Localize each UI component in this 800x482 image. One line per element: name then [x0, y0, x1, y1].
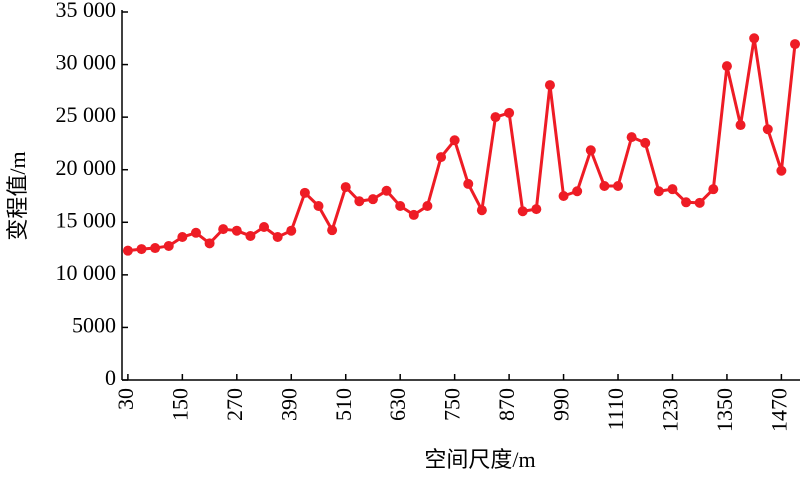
x-tick-label: 390	[276, 388, 301, 421]
data-point	[735, 120, 746, 131]
x-tick-label: 270	[222, 388, 247, 421]
x-tick-label: 630	[385, 388, 410, 421]
data-point	[476, 205, 487, 216]
data-point	[231, 225, 242, 236]
y-tick-label: 20 000	[56, 155, 117, 180]
data-point	[354, 196, 365, 207]
data-point	[572, 186, 583, 197]
x-tick-label: 750	[440, 388, 465, 421]
data-point	[599, 181, 610, 192]
y-tick-label: 30 000	[56, 50, 117, 75]
data-point	[340, 182, 351, 193]
data-point	[667, 184, 678, 195]
data-point	[150, 243, 161, 254]
data-point	[422, 200, 433, 211]
y-tick-label: 10 000	[56, 260, 117, 285]
data-point	[790, 39, 800, 50]
data-line	[127, 36, 797, 253]
data-point	[681, 197, 692, 208]
data-point	[640, 137, 651, 148]
data-point	[653, 186, 664, 197]
x-tick-label: 1350	[712, 388, 737, 432]
x-tick-label: 870	[494, 388, 519, 421]
y-tick-label: 5000	[72, 312, 116, 337]
data-point	[272, 232, 283, 243]
data-point	[177, 232, 188, 243]
data-point	[721, 61, 732, 72]
data-point	[463, 178, 474, 189]
data-point	[613, 181, 624, 192]
x-tick-label: 510	[331, 388, 356, 421]
data-point	[762, 124, 773, 135]
data-point	[408, 209, 419, 220]
data-point	[749, 33, 760, 44]
data-point	[558, 191, 569, 201]
x-tick-label: 1470	[766, 388, 791, 432]
data-point	[245, 230, 256, 241]
y-tick-label: 35 000	[56, 0, 117, 22]
x-tick-label: 1110	[603, 388, 628, 430]
x-tick-label: 30	[113, 388, 138, 410]
data-point	[327, 225, 338, 236]
data-point	[544, 80, 555, 91]
x-axis-label: 空间尺度/m	[424, 447, 535, 472]
data-point	[381, 185, 392, 196]
data-point	[504, 107, 515, 118]
data-point	[776, 165, 787, 176]
data-point	[136, 244, 147, 255]
data-point	[190, 227, 201, 238]
y-tick-label: 25 000	[56, 102, 117, 127]
data-point	[531, 204, 542, 215]
data-point	[286, 225, 297, 236]
data-point	[694, 197, 705, 208]
data-point	[395, 200, 406, 211]
y-axis-label: 变程值/m	[5, 151, 30, 240]
data-point	[367, 194, 378, 205]
y-tick-label: 15 000	[56, 207, 117, 232]
y-tick-label: 0	[105, 365, 116, 390]
data-point	[436, 152, 447, 163]
data-point	[517, 206, 528, 217]
data-point	[122, 245, 133, 256]
data-point	[163, 240, 174, 251]
data-point	[259, 222, 270, 233]
data-point	[218, 224, 229, 235]
data-point	[708, 184, 719, 195]
data-point	[313, 200, 324, 211]
x-tick-label: 990	[549, 388, 574, 421]
data-point	[299, 187, 310, 198]
data-point	[204, 238, 215, 249]
data-point	[585, 145, 596, 156]
x-tick-label: 150	[167, 388, 192, 421]
x-tick-label: 1230	[658, 388, 683, 432]
data-point	[626, 132, 637, 143]
data-point	[449, 135, 460, 146]
data-point	[490, 112, 501, 123]
